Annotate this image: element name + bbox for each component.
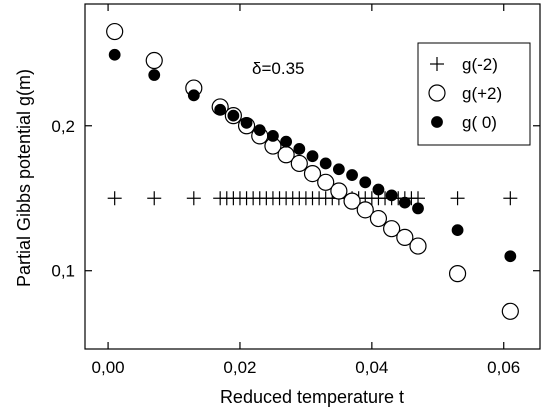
axis-ticks: 0,00 0,02 0,04 0,06 0,1 0,2	[51, 4, 540, 377]
point-open-circle	[290, 154, 308, 173]
point-open-circle	[369, 209, 388, 228]
point-filled-circle	[214, 103, 227, 116]
point-filled-circle	[227, 109, 240, 122]
legend-label: g(-2)	[462, 55, 498, 74]
plot-frame	[84, 3, 541, 350]
point-open-circle	[448, 265, 467, 283]
point-open-circle	[501, 302, 519, 320]
y-tick-label: 0,2	[51, 117, 75, 136]
point-plus	[450, 191, 465, 206]
annotation-delta: δ=0.35	[252, 59, 304, 78]
y-axis-label: Partial Gibbs potential g(m)	[14, 69, 34, 287]
point-open-circle	[383, 220, 401, 238]
legend-marker-plus	[430, 57, 444, 71]
point-open-circle	[356, 201, 374, 219]
legend-label: g(+2)	[462, 84, 502, 103]
point-filled-circle	[319, 157, 332, 170]
legend-marker-filled-circle	[431, 116, 443, 128]
point-filled-circle	[293, 143, 306, 155]
point-filled-circle	[253, 124, 266, 137]
point-filled-circle	[332, 163, 345, 176]
point-filled-circle	[451, 224, 464, 237]
legend-label: g( 0)	[462, 113, 497, 132]
point-plus	[107, 191, 122, 206]
point-filled-circle	[280, 135, 293, 148]
x-tick-label: 0,00	[92, 358, 125, 377]
x-tick-label: 0,04	[355, 358, 388, 377]
point-open-circle	[409, 237, 427, 255]
x-axis-label: Reduced temperature t	[220, 387, 404, 407]
point-filled-circle	[267, 130, 279, 142]
point-plus	[503, 191, 518, 206]
legend: g(-2) g(+2) g( 0)	[417, 42, 531, 146]
point-filled-circle	[187, 89, 200, 102]
point-open-circle	[303, 165, 322, 183]
y-tick-label: 0,1	[51, 262, 75, 281]
point-plus	[147, 191, 162, 206]
data-marks	[106, 22, 519, 320]
point-filled-circle	[359, 176, 372, 189]
point-open-circle	[343, 192, 361, 210]
point-filled-circle	[108, 48, 121, 61]
x-tick-label: 0,06	[487, 358, 520, 377]
point-filled-circle	[346, 169, 358, 181]
point-plus	[186, 191, 201, 206]
point-filled-circle	[398, 196, 411, 209]
point-open-circle	[145, 51, 163, 70]
point-open-circle	[317, 173, 335, 191]
point-filled-circle	[504, 250, 517, 263]
point-filled-circle	[306, 150, 319, 163]
point-filled-circle	[240, 116, 253, 129]
point-open-circle	[396, 228, 414, 246]
point-open-circle	[106, 22, 124, 41]
point-open-circle	[330, 182, 348, 200]
point-filled-circle	[412, 202, 424, 215]
point-filled-circle	[148, 69, 161, 81]
point-filled-circle	[385, 189, 398, 202]
x-tick-label: 0,02	[223, 358, 256, 377]
legend-items: g(-2) g(+2) g( 0)	[428, 55, 502, 132]
point-filled-circle	[372, 183, 385, 196]
legend-marker-open-circle	[428, 84, 446, 102]
